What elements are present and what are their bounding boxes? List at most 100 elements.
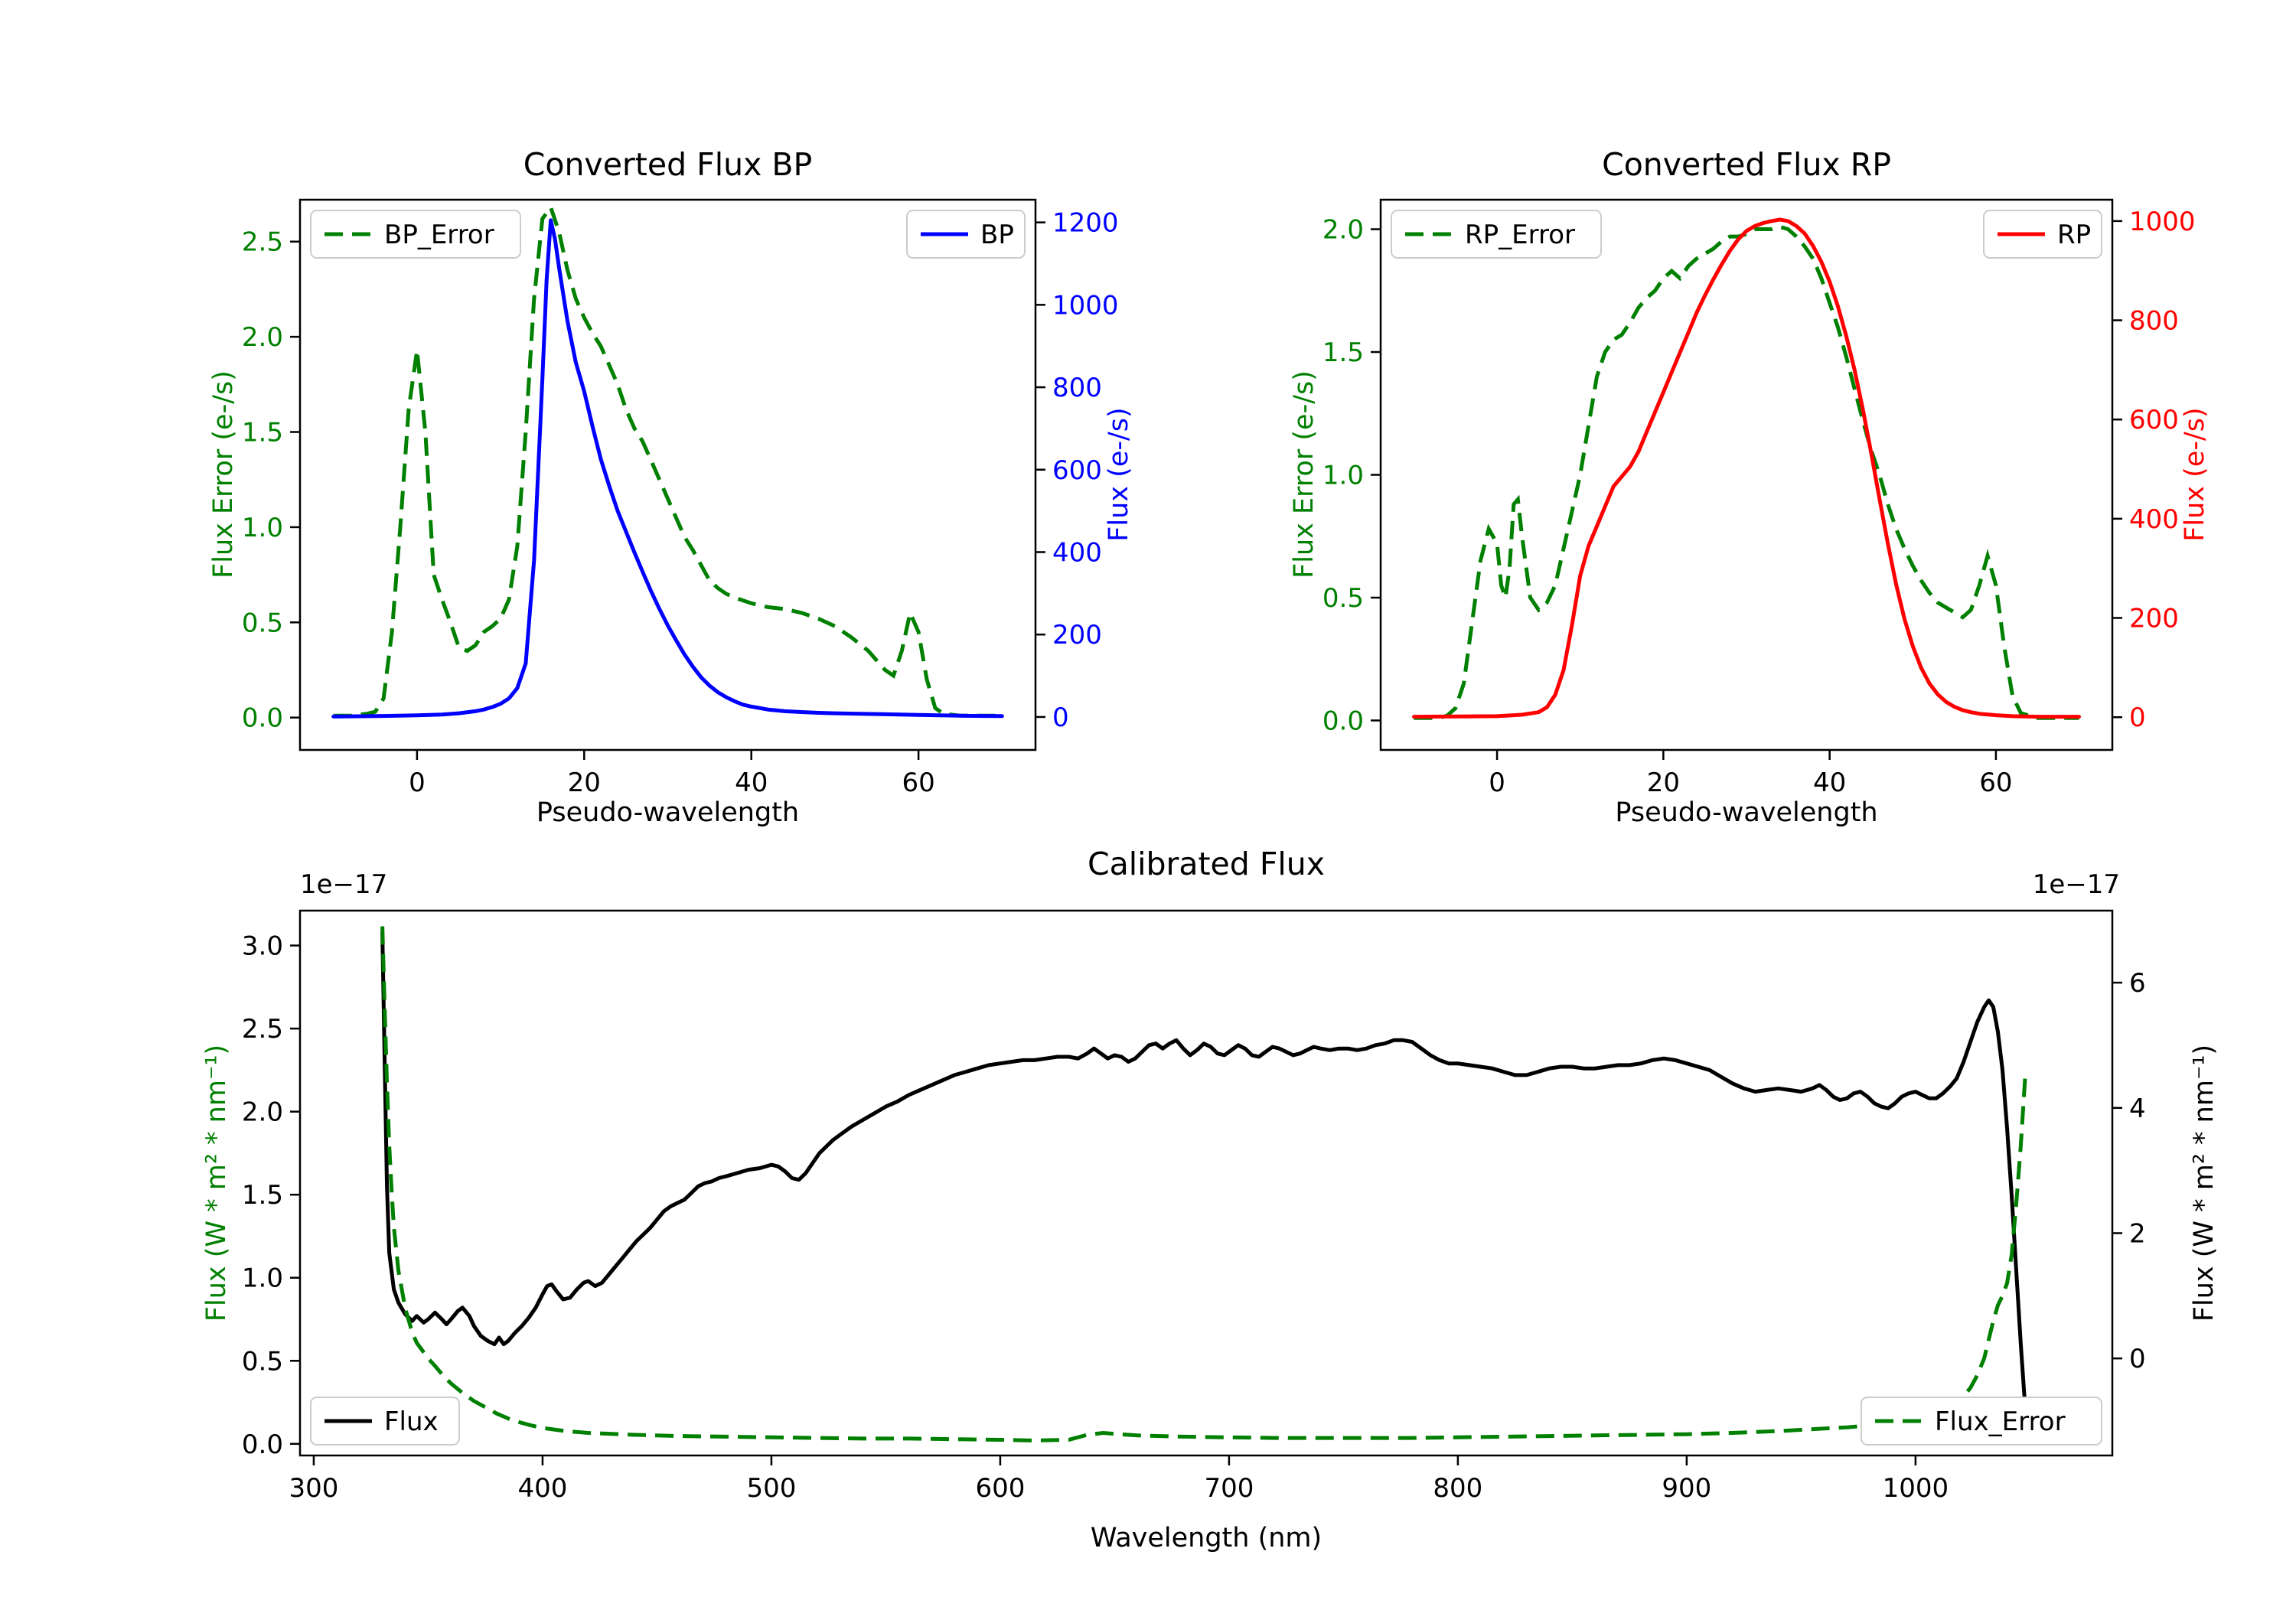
x-tick-label: 500 <box>746 1473 796 1504</box>
series-Flux_Error <box>380 926 2027 1442</box>
y-tick-label-right: 800 <box>1052 373 1102 403</box>
y-axis-label-bp-right: Flux (e-/s) <box>1104 407 1134 542</box>
y-tick-label-right: 200 <box>2129 604 2179 634</box>
y-ticks-right-bp: 0 200 400 600 800 1000 1200 <box>1035 208 1119 733</box>
chart-rp-series <box>1412 217 2081 720</box>
y-tick-label-right: 4 <box>2129 1094 2146 1124</box>
legend-BP: BP <box>906 210 1026 259</box>
y-axis-label-bp-left: Flux Error (e-/s) <box>208 370 239 579</box>
x-ticks-rp: 0 20 40 60 <box>1489 750 2013 798</box>
legend-BP_Error: BP_Error <box>310 210 521 259</box>
x-tick-label: 600 <box>975 1473 1025 1504</box>
x-tick-label: 20 <box>1647 768 1680 798</box>
y-ticks-left-calibrated: 0.0 0.5 1.0 1.5 2.0 2.5 3.0 <box>242 931 300 1460</box>
y-tick-label-left: 2.5 <box>242 1014 283 1045</box>
offset-text-right: 1e−17 <box>2032 869 2120 900</box>
y-ticks-right-calibrated: 0 2 4 6 <box>2112 968 2146 1374</box>
y-tick-label-left: 0.0 <box>242 1429 283 1460</box>
legend-label: BP_Error <box>384 220 494 250</box>
y-ticks-left-rp: 0.0 0.5 1.0 1.5 2.0 <box>1322 215 1381 736</box>
legend-box <box>1861 1397 2102 1446</box>
x-tick-label: 0 <box>1489 768 1505 798</box>
axes-frame-calibrated <box>298 909 2114 1457</box>
x-axis-label-calibrated: Wavelength (nm) <box>1090 1523 1322 1553</box>
y-tick-label-left: 1.0 <box>242 1263 283 1294</box>
y-tick-label-right: 800 <box>2129 306 2179 337</box>
y-tick-label-left: 0.5 <box>242 1346 283 1377</box>
y-tick-label-left: 0.0 <box>242 703 283 734</box>
y-tick-label-right: 400 <box>2129 504 2179 535</box>
x-tick-label: 60 <box>1979 768 2012 798</box>
offset-text-left: 1e−17 <box>300 869 388 900</box>
y-tick-label-right: 600 <box>2129 405 2179 435</box>
legend-box <box>310 1397 460 1446</box>
y-tick-label-left: 1.0 <box>242 513 283 543</box>
legend-RP: RP <box>1983 210 2102 259</box>
y-axis-label-calibrated-left: Flux (W * m² * nm⁻¹) <box>201 1044 232 1322</box>
x-ticks-calibrated: 300 400 500 600 700 800 900 1000 <box>289 1455 1949 1504</box>
y-tick-label-left: 2.0 <box>1322 215 1364 246</box>
series-RP_Error <box>1414 224 2079 720</box>
y-tick-label-right: 0 <box>2129 702 2146 733</box>
y-tick-label-right: 200 <box>1052 620 1102 650</box>
chart-title-rp: Converted Flux RP <box>1602 146 1891 183</box>
series-BP_Error <box>333 203 1003 718</box>
legend-Flux: Flux <box>310 1397 460 1446</box>
y-tick-label-right: 0 <box>2129 1344 2146 1374</box>
y-tick-label-left: 1.0 <box>1322 461 1364 491</box>
legend-Flux_Error: Flux_Error <box>1861 1397 2102 1446</box>
y-axis-label-rp-left: Flux Error (e-/s) <box>1289 370 1319 579</box>
x-tick-label: 40 <box>735 768 768 798</box>
y-ticks-left-bp: 0.0 0.5 1.0 1.5 2.0 2.5 <box>242 227 300 734</box>
y-tick-label-left: 1.5 <box>242 418 283 448</box>
legend-label: RP_Error <box>1465 220 1575 250</box>
y-tick-label-right: 1000 <box>1052 290 1119 321</box>
y-tick-label-left: 2.5 <box>242 227 283 258</box>
y-tick-label-right: 400 <box>1052 537 1102 568</box>
x-tick-label: 900 <box>1662 1473 1711 1504</box>
chart-rp: 0 20 40 60 0.0 0.5 1.0 1.5 2.0 0 200 400 600 800 1000 R… <box>1322 198 2196 798</box>
legend-box <box>310 210 521 259</box>
legend-label: Flux <box>384 1407 439 1437</box>
y-tick-label-right: 1000 <box>2129 207 2196 237</box>
y-tick-label-left: 0.5 <box>242 608 283 638</box>
x-tick-label: 60 <box>902 768 934 798</box>
axes-frame-bp <box>298 198 1037 751</box>
series-BP <box>331 218 1004 719</box>
y-axis-label-calibrated-right: Flux (W * m² * nm⁻¹) <box>2189 1044 2219 1322</box>
x-tick-label: 300 <box>289 1473 338 1504</box>
legend-RP_Error: RP_Error <box>1391 210 1602 259</box>
y-ticks-right-rp: 0 200 400 600 800 1000 <box>2112 207 2196 733</box>
y-tick-label-right: 6 <box>2129 968 2146 999</box>
y-tick-label-right: 2 <box>2129 1218 2146 1249</box>
x-axis-label-bp: Pseudo-wavelength <box>536 797 800 828</box>
legend-label: Flux_Error <box>1935 1407 2066 1437</box>
y-tick-label-right: 0 <box>1052 702 1069 733</box>
chart-calibrated: 300 400 500 600 700 800 900 1000 0.0 0.5 1.0 1.5 2.0… <box>242 909 2146 1504</box>
y-axis-label-rp-right: Flux (e-/s) <box>2180 407 2210 542</box>
x-tick-label: 400 <box>517 1473 567 1504</box>
chart-title-calibrated: Calibrated Flux <box>1087 846 1326 882</box>
x-axis-label-rp: Pseudo-wavelength <box>1615 797 1878 828</box>
legend-label: BP <box>980 220 1014 250</box>
y-tick-label-left: 2.0 <box>242 322 283 353</box>
x-tick-label: 20 <box>568 768 601 798</box>
y-tick-label-left: 0.0 <box>1322 706 1364 736</box>
x-tick-label: 800 <box>1433 1473 1482 1504</box>
legend-label: RP <box>2057 220 2091 250</box>
y-tick-label-left: 3.0 <box>242 931 283 962</box>
y-tick-label-left: 2.0 <box>242 1097 283 1128</box>
series-RP <box>1412 217 2081 719</box>
y-tick-label-left: 0.5 <box>1322 583 1364 614</box>
chart-bp: 0 20 40 60 0.0 0.5 1.0 1.5 2.0 2.5 0 200 400 600 800 10… <box>242 198 1119 798</box>
y-tick-label-left: 1.5 <box>1322 337 1364 368</box>
y-tick-label-left: 1.5 <box>242 1180 283 1211</box>
chart-title-bp: Converted Flux BP <box>523 146 813 183</box>
x-tick-label: 0 <box>409 768 426 798</box>
x-tick-label: 700 <box>1204 1473 1254 1504</box>
y-tick-label-right: 600 <box>1052 455 1102 486</box>
x-ticks-bp: 0 20 40 60 <box>409 750 935 798</box>
chart-calibrated-series <box>380 926 2030 1442</box>
